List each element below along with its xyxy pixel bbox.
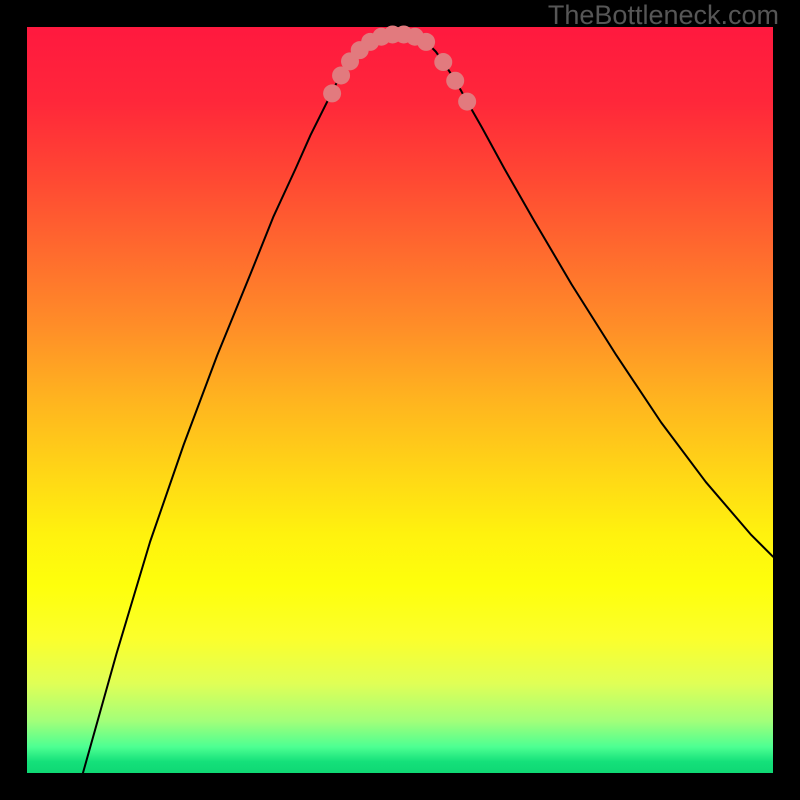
plot-gradient-background <box>27 27 773 773</box>
bottleneck-curve-chart <box>0 0 800 800</box>
highlight-dot <box>323 84 341 102</box>
highlight-dot <box>446 72 464 90</box>
chart-container: TheBottleneck.com <box>0 0 800 800</box>
watermark-text: TheBottleneck.com <box>548 0 779 31</box>
highlight-dot <box>417 33 435 51</box>
highlight-dot <box>434 53 452 71</box>
highlight-dot <box>458 93 476 111</box>
